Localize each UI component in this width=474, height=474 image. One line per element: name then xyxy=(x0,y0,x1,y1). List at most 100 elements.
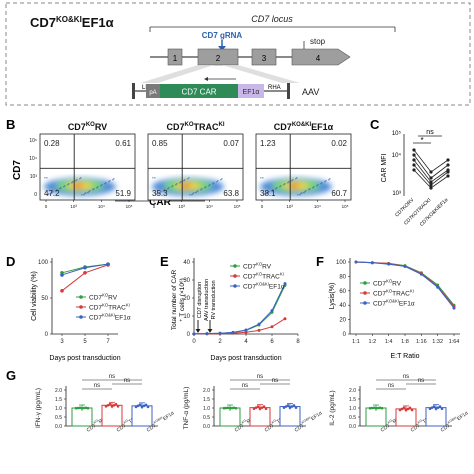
scatter-dot xyxy=(80,177,82,179)
scatter-dot xyxy=(296,177,298,179)
scatter-dot xyxy=(271,190,273,192)
legend-label: CD7KO&KIEF1α xyxy=(439,409,470,434)
scatter-dot xyxy=(171,186,173,188)
scatter-dot xyxy=(163,190,165,192)
data-point xyxy=(292,404,296,407)
panel-b: B CD7 CAR CD7KORV 0.28 0.61 47.2 51.9 0 10³ 10⁴… xyxy=(6,117,352,209)
panel-e: E Total number of CAR ⁺ T cells (×10⁶) 0… xyxy=(160,254,300,362)
cytokine-plot: TNF-α (pg/mL)0.00.51.01.52.0CD7KORVCD7KO… xyxy=(183,374,323,434)
series-point xyxy=(370,261,374,265)
scatter-dot xyxy=(179,182,181,184)
scatter-dot xyxy=(303,192,305,194)
scatter-dot xyxy=(87,192,89,194)
ytick-label: 1.5 xyxy=(349,397,356,403)
scatter-dot xyxy=(291,180,293,182)
panel-e-axes: 0 10 20 30 40 0 2 4 6 8 xyxy=(183,260,300,345)
series-point xyxy=(192,332,196,336)
panel-a-frame xyxy=(5,2,471,106)
density-cloud xyxy=(259,177,332,196)
panel-d-letter: D xyxy=(6,254,15,269)
scatter-dot xyxy=(216,181,218,183)
scatter-dot xyxy=(276,187,278,189)
data-point xyxy=(84,406,88,410)
stop-label: stop xyxy=(310,37,326,46)
scatter-dot xyxy=(79,178,81,180)
scatter-dot xyxy=(83,194,85,196)
data-point xyxy=(408,406,412,410)
car-label: CD7 CAR xyxy=(181,88,216,97)
data-point xyxy=(438,405,442,408)
series-point xyxy=(244,328,248,332)
quadrant-ur: 0.02 xyxy=(331,139,347,148)
mfi-point xyxy=(429,183,433,187)
mfi-point xyxy=(412,158,416,162)
scatter-dot xyxy=(189,194,191,196)
panel-c-ylabel: CAR MFI xyxy=(381,154,388,183)
panel-d-ylabel: Cell viability (%) xyxy=(31,271,38,321)
homology-left xyxy=(140,65,214,83)
xtick-label: 0 xyxy=(192,339,196,345)
ytick-label: 0 xyxy=(187,332,191,338)
scatter-dot xyxy=(313,186,315,188)
legend-label: CD7KORV xyxy=(89,293,118,302)
panel-f: F Lysis(%) 0 20 40 60 80 100 1:1 1:2 1:4 1:8 1:16 1… xyxy=(316,254,460,360)
data-point xyxy=(116,405,120,408)
scatter-dot xyxy=(329,178,331,180)
data-point xyxy=(228,406,232,410)
scatter-dot xyxy=(47,194,49,196)
xtick-label: 1:8 xyxy=(401,339,409,345)
scatter-dot xyxy=(172,185,174,187)
sig-ns: ns xyxy=(257,374,263,380)
mfi-point xyxy=(446,163,450,167)
scatter-dot xyxy=(209,184,211,186)
ytick-label: 1.0 xyxy=(55,406,62,412)
flow-xtick: 10⁴ xyxy=(98,204,105,209)
scatter-dot xyxy=(97,186,99,188)
data-point xyxy=(264,407,268,411)
legend-marker xyxy=(363,301,367,305)
legend-marker xyxy=(363,291,367,295)
xtick-label: 2 xyxy=(218,339,222,345)
flow-xtick: 10⁵ xyxy=(342,204,349,209)
series-point xyxy=(283,317,287,321)
xtick-label: 1:32 xyxy=(432,339,443,345)
legend-label: CD7KO&KIEF1α xyxy=(373,299,415,308)
xtick-label: 7 xyxy=(106,339,110,345)
scatter-dot xyxy=(213,182,215,184)
scatter-dot xyxy=(108,181,110,183)
scatter-dot xyxy=(188,177,190,179)
xtick-label: 1:1 xyxy=(352,339,360,345)
ytick-label: 40 xyxy=(183,260,190,266)
panel-c-lines xyxy=(412,148,450,190)
quadrant-lr: 63.8 xyxy=(223,189,239,198)
data-point xyxy=(74,406,78,410)
ytick-label: 0.5 xyxy=(55,415,62,421)
scatter-dot xyxy=(159,192,161,194)
mfi-point xyxy=(412,168,416,172)
data-point xyxy=(402,406,406,410)
data-point xyxy=(410,408,414,412)
series-point xyxy=(205,332,209,336)
scatter-dot xyxy=(164,189,166,191)
scatter-dot xyxy=(200,189,202,191)
flow-xtick: 10⁵ xyxy=(234,204,241,209)
sig-ns: ns xyxy=(403,374,409,380)
exon-3-label: 3 xyxy=(262,54,267,63)
sig-ns: ns xyxy=(272,378,278,384)
arrow-label-rv: RV transduction xyxy=(211,280,217,319)
scatter-dot xyxy=(297,194,299,196)
scatter-dot xyxy=(221,178,223,180)
ytick-label: 0 xyxy=(45,332,49,338)
scatter-dot xyxy=(67,184,69,186)
density-cloud xyxy=(43,177,116,196)
ytick-label: 30 xyxy=(183,278,190,284)
scatter-dot xyxy=(46,177,48,179)
legend-marker xyxy=(79,315,83,319)
data-point xyxy=(290,405,294,408)
data-point xyxy=(428,407,432,411)
xtick-label: 1:16 xyxy=(416,339,427,345)
scatter-dot xyxy=(321,182,323,184)
data-point xyxy=(78,406,82,410)
scatter-dot xyxy=(325,180,327,182)
data-point xyxy=(226,406,230,410)
